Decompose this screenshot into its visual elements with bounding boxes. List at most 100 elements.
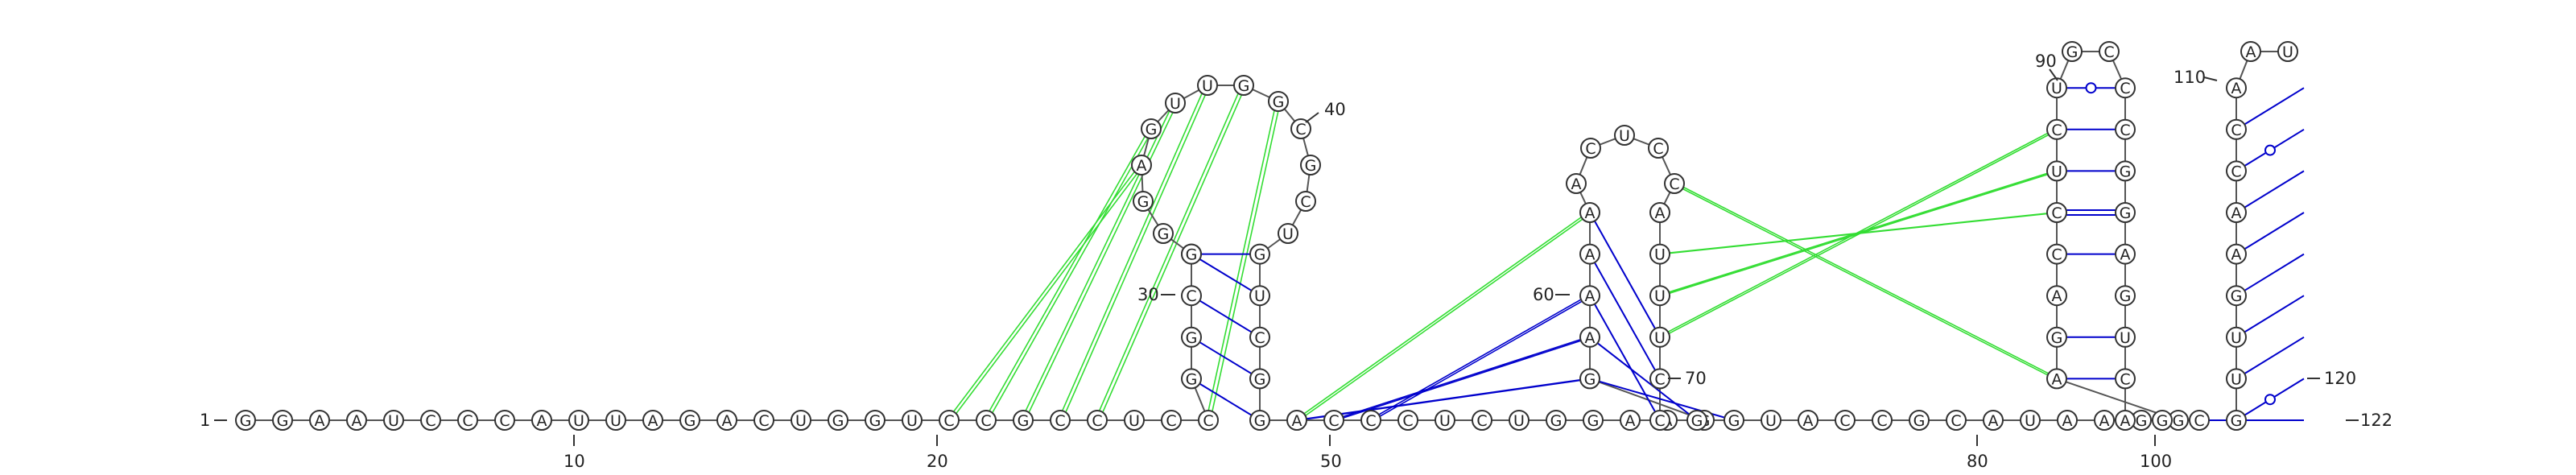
nucleotide-35: A — [1131, 155, 1152, 176]
wobble-pair-marker — [2085, 82, 2097, 94]
nucleotide-52: C — [1360, 410, 1381, 431]
nucleotide-circle — [1579, 243, 1600, 265]
nucleotide-circle — [2057, 410, 2078, 431]
nucleotide-104: G — [2115, 160, 2136, 182]
nucleotide-letter: A — [1585, 246, 1596, 264]
nucleotide-letter: C — [1328, 412, 1339, 430]
base-pair-line — [2235, 87, 2305, 130]
nucleotide-letter: C — [1166, 412, 1176, 430]
nucleotide-letter: G — [1158, 225, 1170, 243]
nucleotide-circle — [642, 410, 663, 431]
nucleotide-95: C — [2046, 243, 2067, 265]
nucleotide-letter: U — [1129, 412, 1140, 430]
nucleotide-circle — [1761, 410, 1781, 431]
nucleotide-77: C — [1649, 410, 1670, 431]
nucleotide-71: C — [1664, 173, 1685, 194]
nucleotide-8: C — [494, 410, 515, 431]
nucleotide-41: C — [1290, 118, 1311, 139]
nucleotide-letter: A — [1292, 412, 1302, 430]
nucleotide-4: A — [346, 410, 367, 431]
nucleotide-circle — [865, 410, 886, 431]
nucleotide-letter: A — [2099, 412, 2110, 430]
nucleotide-letter: G — [1728, 412, 1740, 430]
nucleotide-circle — [1686, 410, 1707, 431]
nucleotide-circle — [679, 410, 700, 431]
nucleotide-letter: C — [1300, 193, 1311, 211]
nucleotide-circle — [1664, 173, 1685, 194]
label-40: 40 — [1324, 100, 1346, 119]
nucleotide-letter: C — [1365, 412, 1376, 430]
nucleotide-circle — [1579, 326, 1600, 348]
nucleotide-81: A — [1798, 410, 1818, 431]
nucleotide-19: U — [902, 410, 923, 431]
nucleotide-121: A — [2226, 77, 2247, 99]
nucleotide-56: U — [1509, 410, 1530, 431]
nucleotide-39: G — [1233, 75, 1254, 96]
nucleotide-letter: G — [2120, 204, 2132, 222]
nucleotide-circle — [1181, 326, 1202, 348]
tick-90 — [2049, 68, 2058, 81]
nucleotide-circle — [1649, 202, 1670, 223]
nucleotide-50: A — [1286, 410, 1307, 431]
nucleotide-circle — [2046, 285, 2067, 307]
nucleotide-110: A — [2115, 410, 2136, 431]
pseudoknot-line-blue — [1298, 378, 1592, 421]
nucleotide-circle — [1050, 410, 1071, 431]
nucleotide-53: C — [1397, 410, 1418, 431]
nucleotide-letter: C — [1092, 412, 1102, 430]
label-30: 30 — [1137, 285, 1159, 304]
nucleotide-letter: C — [2194, 412, 2204, 430]
nucleotide-letter: G — [2231, 412, 2243, 430]
nucleotide-circle — [2099, 41, 2120, 62]
nucleotide-letter: G — [1254, 246, 1266, 264]
nucleotide-69: U — [1614, 125, 1635, 146]
nucleotide-circle — [1013, 410, 1034, 431]
nucleotide-1: G — [235, 410, 256, 431]
pseudoknot-line-green — [946, 164, 1141, 421]
nucleotide-letter: U — [2051, 80, 2062, 97]
nucleotide-25: U — [1124, 410, 1145, 431]
nucleotide-48: G — [1249, 368, 1270, 390]
base-pair-line — [1191, 295, 1261, 338]
nucleotide-circle — [1649, 243, 1670, 265]
nucleotide-letter: A — [722, 412, 733, 430]
nucleotide-circle — [2046, 160, 2067, 182]
nucleotide-103: C — [2115, 118, 2136, 140]
nucleotide-18: G — [865, 410, 886, 431]
nucleotide-letter: A — [1137, 157, 1147, 175]
nucleotide-87: U — [2020, 410, 2041, 431]
nucleotide-circle — [2240, 41, 2261, 62]
nucleotide-letter: A — [1803, 412, 1814, 430]
nucleotide-letter: C — [1203, 412, 1213, 430]
nucleotide-letter: A — [1625, 412, 1636, 430]
nucleotide-86: A — [1983, 410, 2004, 431]
nucleotide-83: C — [1872, 410, 1893, 431]
nucleotide-letter: C — [1585, 140, 1596, 158]
nucleotide-letter: A — [2120, 412, 2131, 430]
nucleotide-circle — [1472, 410, 1492, 431]
nucleotide-102: C — [2115, 77, 2136, 99]
nucleotide-letter: A — [2246, 43, 2256, 61]
nucleotide-circle — [1872, 410, 1893, 431]
nucleotide-letter: C — [980, 412, 991, 430]
label-50: 50 — [1320, 452, 1342, 471]
nucleotide-44: U — [1278, 223, 1298, 244]
nucleotide-letter: C — [1876, 412, 1887, 430]
nucleotide-58: G — [1583, 410, 1604, 431]
pseudoknot-line-green — [1098, 85, 1247, 421]
nucleotide-108: U — [2115, 326, 2136, 348]
nucleotide-109: C — [2115, 368, 2136, 390]
nucleotide-63: A — [1579, 326, 1600, 348]
nucleotide-120: C — [2226, 118, 2247, 140]
nucleotide-123: U — [2277, 41, 2298, 62]
nucleotide-letter: G — [2051, 329, 2063, 347]
pseudoknot-line-green — [1298, 212, 1592, 421]
nucleotide-circle — [605, 410, 626, 431]
nucleotide-circle — [2115, 368, 2136, 390]
nucleotide-78: G — [1686, 410, 1707, 431]
nucleotide-letter: G — [1550, 412, 1563, 430]
base-pair-line — [1589, 337, 1698, 421]
nucleotide-62: G — [1579, 368, 1600, 390]
nucleotide-circle — [2115, 410, 2136, 431]
nucleotide-circle — [1649, 285, 1670, 307]
